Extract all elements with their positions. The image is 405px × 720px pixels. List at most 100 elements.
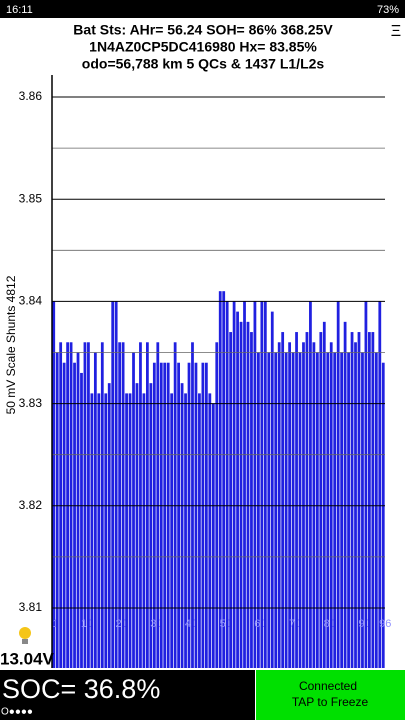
- bar: [198, 393, 201, 668]
- bar: [309, 301, 312, 668]
- x-tick-label: 1: [53, 618, 59, 630]
- y-tick-label: 3.86: [19, 89, 43, 103]
- bar: [111, 301, 115, 668]
- bar: [315, 352, 319, 668]
- bar: [204, 362, 208, 668]
- bar: [305, 332, 309, 668]
- bar: [253, 301, 257, 668]
- bar: [107, 383, 111, 668]
- bar: [295, 332, 298, 668]
- bar: [83, 342, 87, 668]
- bar: [132, 352, 135, 668]
- battery: 73%: [377, 4, 399, 16]
- header-line: 1N4AZ0CP5DC416980 Hx= 83.85%: [89, 39, 317, 55]
- bar: [62, 362, 66, 668]
- x-tick-label: 40: [185, 618, 197, 630]
- freeze-label[interactable]: TAP to Freeze: [292, 695, 369, 709]
- x-tick-label: 20: [116, 618, 128, 630]
- x-tick-label: 60: [254, 618, 266, 630]
- bar: [201, 362, 205, 668]
- y-tick-label: 3.82: [19, 498, 43, 512]
- x-tick-label: 70: [289, 618, 301, 630]
- bar: [194, 362, 198, 668]
- bar: [291, 352, 295, 668]
- bar: [93, 352, 97, 668]
- bar: [354, 342, 357, 668]
- bar: [125, 393, 128, 668]
- bar: [215, 342, 219, 668]
- bar: [104, 393, 108, 668]
- bar: [118, 342, 122, 668]
- bar: [222, 291, 226, 668]
- bar: [152, 362, 156, 668]
- bar: [263, 301, 267, 668]
- bar: [284, 352, 288, 668]
- soc: SOC= 36.8%: [2, 674, 160, 704]
- bar: [163, 362, 167, 668]
- freeze-button[interactable]: [256, 670, 405, 720]
- bar: [333, 352, 337, 668]
- bar: [139, 342, 142, 668]
- bar: [281, 332, 285, 668]
- bar: [322, 321, 326, 668]
- y-axis-label: 50 mV Scale Shunts 4812: [4, 275, 18, 414]
- bar: [177, 362, 180, 668]
- y-tick-label: 3.84: [19, 294, 43, 308]
- x-tick-label: 80: [324, 618, 336, 630]
- bar: [170, 393, 174, 668]
- bar: [229, 332, 233, 668]
- connection-dots: O●●●●: [1, 707, 33, 718]
- bar: [361, 352, 364, 668]
- bar: [347, 352, 350, 668]
- bar: [180, 383, 184, 668]
- voltage: 13.04V: [0, 649, 55, 668]
- bulb-base: [22, 639, 28, 644]
- bar: [225, 301, 229, 668]
- bar: [357, 332, 361, 668]
- soc-panel: [0, 670, 255, 720]
- bar: [343, 321, 347, 668]
- bar: [236, 311, 239, 668]
- bar: [187, 362, 191, 668]
- bar: [159, 362, 163, 668]
- bar: [288, 342, 291, 668]
- bulb-icon[interactable]: [19, 627, 31, 639]
- x-tick-label: 50: [220, 618, 232, 630]
- bar: [80, 372, 83, 668]
- clock: 16:11: [6, 4, 33, 16]
- bar: [381, 362, 385, 668]
- bar: [149, 383, 153, 668]
- bar: [97, 393, 101, 668]
- bar: [274, 352, 278, 668]
- x-tick-label: 10: [81, 618, 93, 630]
- bar: [208, 393, 212, 668]
- bar: [246, 321, 250, 668]
- bar: [135, 383, 139, 668]
- bar: [55, 352, 59, 668]
- bar: [267, 352, 271, 668]
- bar: [90, 393, 94, 668]
- bar: [121, 342, 125, 668]
- x-tick-label: 96: [379, 618, 391, 630]
- bar: [371, 332, 375, 668]
- bar: [52, 301, 56, 668]
- x-tick-label: 90: [358, 618, 370, 630]
- y-tick-label: 3.81: [19, 600, 43, 614]
- y-tick-label: 3.85: [19, 191, 43, 205]
- bar: [166, 362, 170, 668]
- bar: [260, 301, 264, 668]
- bar: [66, 342, 69, 668]
- status-bar: [0, 0, 405, 18]
- bar: [173, 342, 177, 668]
- bar: [146, 342, 149, 668]
- bar: [319, 332, 323, 668]
- header-line: odo=56,788 km 5 QCs & 1437 L1/L2s: [82, 56, 325, 72]
- bar: [100, 342, 104, 668]
- bar: [326, 352, 330, 668]
- bar: [368, 332, 371, 668]
- bar: [156, 342, 160, 668]
- bar: [232, 301, 236, 668]
- menu-button[interactable]: Ξ: [391, 23, 401, 40]
- bar: [114, 301, 118, 668]
- bar: [211, 403, 215, 668]
